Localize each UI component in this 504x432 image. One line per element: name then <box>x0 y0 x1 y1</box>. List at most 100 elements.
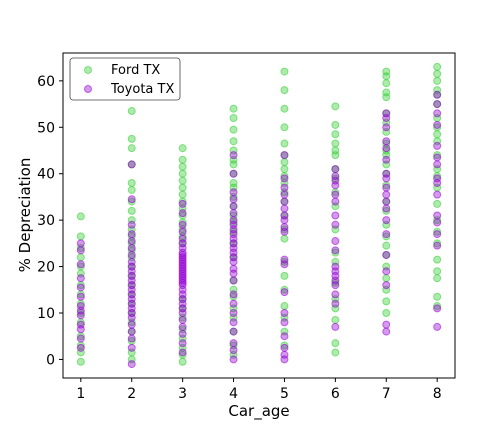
x-tick-label-7: 7 <box>382 386 391 402</box>
data-point-ford-151 <box>382 297 391 306</box>
data-point-toyota-17 <box>127 237 136 246</box>
data-point-ford-102 <box>280 257 289 266</box>
legend-label-toyota: Toyota TX <box>110 82 174 97</box>
data-point-ford-171 <box>433 255 442 264</box>
data-point-toyota-97 <box>229 355 238 364</box>
data-point-toyota-163 <box>433 190 442 199</box>
data-point-toyota-102 <box>280 197 289 206</box>
data-point-toyota-67 <box>178 322 187 331</box>
data-point-toyota-113 <box>280 332 289 341</box>
data-point-toyota-152 <box>382 320 391 329</box>
data-point-toyota-153 <box>382 327 391 336</box>
data-point-ford-108 <box>280 341 289 350</box>
data-point-toyota-75 <box>229 202 238 211</box>
data-point-toyota-8 <box>76 311 85 320</box>
data-point-ford-129 <box>382 72 391 81</box>
data-point-ford-120 <box>331 248 340 257</box>
data-point-toyota-105 <box>280 216 289 225</box>
data-point-ford-91 <box>280 139 289 148</box>
data-point-toyota-73 <box>229 188 238 197</box>
data-point-toyota-40 <box>178 220 187 229</box>
data-point-toyota-131 <box>331 281 340 290</box>
data-point-ford-169 <box>433 227 442 236</box>
data-point-ford-42 <box>178 162 187 171</box>
data-point-toyota-154 <box>433 90 442 99</box>
data-point-ford-170 <box>433 239 442 248</box>
data-point-toyota-95 <box>229 339 238 348</box>
data-point-ford-132 <box>382 93 391 102</box>
x-tick-label-5: 5 <box>280 386 289 402</box>
data-point-toyota-66 <box>178 315 187 324</box>
data-point-toyota-112 <box>280 318 289 327</box>
data-point-ford-149 <box>382 274 391 283</box>
data-point-ford-3 <box>76 253 85 262</box>
data-point-toyota-155 <box>433 100 442 109</box>
data-point-toyota-133 <box>331 299 340 308</box>
data-point-toyota-123 <box>331 211 340 220</box>
data-point-toyota-150 <box>382 267 391 276</box>
data-point-toyota-107 <box>280 227 289 236</box>
data-point-ford-167 <box>433 199 442 208</box>
data-point-toyota-34 <box>127 327 136 336</box>
data-point-toyota-16 <box>127 230 136 239</box>
y-tick-label-20: 20 <box>37 260 55 276</box>
data-point-toyota-70 <box>178 348 187 357</box>
data-point-ford-16 <box>127 134 136 143</box>
data-point-ford-41 <box>178 155 187 164</box>
y-axis: 0 10 20 30 40 50 60 <box>37 74 63 368</box>
data-point-ford-15 <box>127 107 136 116</box>
data-point-toyota-164 <box>433 211 442 220</box>
data-point-toyota-109 <box>280 260 289 269</box>
data-point-ford-153 <box>433 62 442 71</box>
legend-marker-ford <box>84 66 92 74</box>
data-point-toyota-71 <box>229 151 238 160</box>
data-point-ford-104 <box>280 285 289 294</box>
data-point-toyota-3 <box>76 274 85 283</box>
data-point-toyota-110 <box>280 288 289 297</box>
data-point-toyota-126 <box>331 246 340 255</box>
y-tick-label-40: 40 <box>37 167 55 183</box>
data-point-toyota-96 <box>229 346 238 355</box>
data-point-toyota-90 <box>229 290 238 299</box>
data-point-ford-125 <box>331 315 340 324</box>
data-point-toyota-117 <box>331 165 340 174</box>
data-point-ford-64 <box>229 125 238 134</box>
data-point-ford-94 <box>280 165 289 174</box>
data-point-ford-110 <box>331 120 340 129</box>
data-point-toyota-134 <box>331 322 340 331</box>
data-point-ford-89 <box>280 104 289 113</box>
legend-box <box>69 57 181 101</box>
y-tick-label-60: 60 <box>37 74 55 90</box>
x-axis: 1 2 3 4 5 6 7 8 <box>76 378 442 402</box>
data-point-toyota-10 <box>76 325 85 334</box>
x-tick-label-6: 6 <box>331 386 340 402</box>
data-point-ford-20 <box>127 185 136 194</box>
x-tick-label-3: 3 <box>178 386 187 402</box>
data-point-toyota-93 <box>229 318 238 327</box>
data-point-ford-93 <box>280 158 289 167</box>
data-point-toyota-137 <box>382 123 391 132</box>
data-point-toyota-100 <box>280 183 289 192</box>
legend: Ford TX Toyota TX <box>69 57 181 101</box>
data-point-ford-61 <box>178 357 187 366</box>
data-point-toyota-33 <box>127 320 136 329</box>
data-point-toyota-13 <box>127 160 136 169</box>
data-point-ford-174 <box>433 292 442 301</box>
data-point-toyota-99 <box>280 174 289 183</box>
data-point-toyota-132 <box>331 290 340 299</box>
data-point-toyota-12 <box>76 343 85 352</box>
data-point-toyota-32 <box>127 313 136 322</box>
data-point-toyota-19 <box>127 250 136 259</box>
data-point-ford-62 <box>229 104 238 113</box>
data-point-ford-45 <box>178 183 187 192</box>
data-point-ford-130 <box>382 79 391 88</box>
data-point-ford-19 <box>127 179 136 187</box>
data-point-toyota-88 <box>229 269 238 278</box>
data-point-toyota-86 <box>229 257 238 266</box>
data-point-toyota-166 <box>433 230 442 239</box>
data-point-toyota-39 <box>178 209 187 218</box>
data-point-ford-109 <box>331 102 340 111</box>
data-point-toyota-124 <box>331 220 340 229</box>
data-point-toyota-157 <box>433 120 442 129</box>
legend-marker-toyota <box>84 85 92 93</box>
